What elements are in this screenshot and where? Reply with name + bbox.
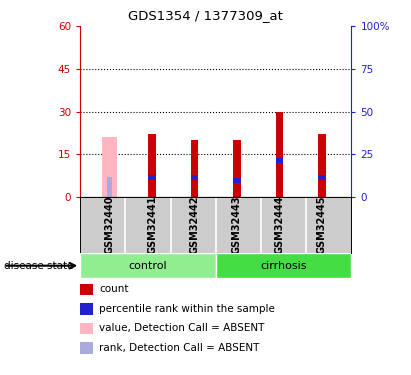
Bar: [275, 112, 283, 197]
Text: GDS1354 / 1377309_at: GDS1354 / 1377309_at: [128, 9, 283, 22]
Text: GSM32440: GSM32440: [105, 196, 115, 254]
Bar: [80, 253, 216, 278]
Text: GSM32441: GSM32441: [147, 196, 157, 254]
Bar: [191, 175, 199, 180]
Bar: [318, 175, 326, 180]
Bar: [318, 134, 326, 197]
Text: cirrhosis: cirrhosis: [260, 261, 307, 271]
Bar: [233, 177, 241, 183]
Text: value, Detection Call = ABSENT: value, Detection Call = ABSENT: [99, 324, 265, 333]
Text: disease state: disease state: [4, 261, 74, 271]
Text: GSM32444: GSM32444: [275, 196, 284, 254]
Text: GSM32442: GSM32442: [189, 196, 200, 254]
Text: control: control: [129, 261, 167, 271]
Bar: [191, 140, 199, 197]
Text: percentile rank within the sample: percentile rank within the sample: [99, 304, 275, 314]
Bar: [275, 158, 283, 163]
Bar: [102, 137, 118, 197]
Text: count: count: [99, 285, 129, 294]
Text: GSM32445: GSM32445: [317, 196, 327, 254]
Text: rank, Detection Call = ABSENT: rank, Detection Call = ABSENT: [99, 343, 260, 353]
Bar: [216, 253, 351, 278]
Text: GSM32443: GSM32443: [232, 196, 242, 254]
Bar: [107, 177, 113, 197]
Bar: [148, 134, 156, 197]
Bar: [233, 140, 241, 197]
Bar: [148, 175, 156, 180]
